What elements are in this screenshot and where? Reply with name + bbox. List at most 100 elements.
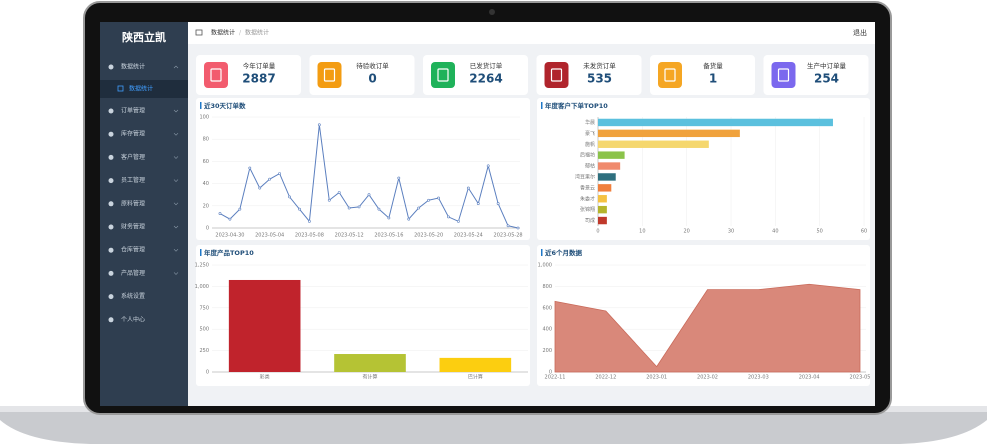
point xyxy=(486,164,490,168)
menu-sub-item[interactable]: 数据统计 xyxy=(129,85,153,93)
menu-icon xyxy=(108,154,114,160)
x-tick-label: 2023-05-04 xyxy=(255,233,284,239)
bar xyxy=(598,162,621,170)
y-tick-label: 1,250 xyxy=(195,263,209,269)
chart-title: 近6个月数据 xyxy=(545,248,583,257)
x-tick-label: 2023-05-24 xyxy=(454,233,483,239)
breadcrumb-separator: / xyxy=(239,30,242,37)
card-value: 0 xyxy=(368,72,376,86)
menu-toggle[interactable] xyxy=(195,29,203,36)
menu-item[interactable]: 原料管理 xyxy=(121,199,145,207)
bar xyxy=(598,205,607,214)
menu-item[interactable]: 客户管理 xyxy=(121,153,145,161)
menu-icon xyxy=(108,201,114,207)
menu-item[interactable]: 系统设置 xyxy=(121,292,145,300)
menu-arrow xyxy=(173,202,179,206)
menu-arrow xyxy=(173,225,179,229)
menu-item[interactable]: 数据统计 xyxy=(121,63,145,71)
x-tick-label: 2023-05 xyxy=(850,375,871,381)
menu-item[interactable]: 仓库管理 xyxy=(121,246,145,254)
menu-icon xyxy=(108,270,114,276)
x-tick-label: 2023-05-20 xyxy=(414,233,443,239)
menu-item[interactable]: 库存管理 xyxy=(121,130,145,138)
menu-arrow xyxy=(173,132,179,136)
x-tick-label: 有计算 xyxy=(362,374,377,381)
card-icon-glyph xyxy=(664,68,676,82)
breadcrumb[interactable]: 数据统计 xyxy=(211,29,235,37)
x-tick-label: 巴计算 xyxy=(468,374,483,381)
chart-title: 近30天订单数 xyxy=(204,101,246,110)
x-tick-label: 彩类 xyxy=(260,374,270,381)
card-icon-glyph xyxy=(323,68,336,82)
point xyxy=(278,172,282,176)
y-tick-label: 500 xyxy=(199,327,209,333)
point xyxy=(337,191,341,194)
menu-active-bg xyxy=(100,80,188,98)
menu-arrow xyxy=(173,248,179,252)
y-tick-label: 郁枯 xyxy=(585,163,595,170)
card-label: 未发货订单 xyxy=(583,61,616,70)
point xyxy=(506,224,510,228)
point xyxy=(407,217,411,221)
bar xyxy=(598,216,607,225)
point xyxy=(268,177,272,181)
menu-icon xyxy=(108,317,114,323)
menu-icon xyxy=(108,131,114,137)
menu-icon xyxy=(108,108,114,114)
point xyxy=(516,226,520,230)
header xyxy=(188,22,875,44)
y-tick-label: 100 xyxy=(199,115,209,121)
x-tick-label: 2022-12 xyxy=(595,375,616,381)
card-value: 535 xyxy=(587,72,612,86)
laptop-base xyxy=(0,408,987,444)
point xyxy=(466,186,470,190)
menu-arrow xyxy=(173,179,179,183)
y-tick-label: 40 xyxy=(203,181,209,187)
x-tick-label: 2022-11 xyxy=(545,375,566,381)
menu-item[interactable]: 个人中心 xyxy=(121,315,145,323)
point xyxy=(298,207,301,211)
bar xyxy=(439,357,512,372)
x-tick-label: 40 xyxy=(772,229,778,235)
point xyxy=(496,202,500,205)
y-tick-label: 0 xyxy=(206,226,209,232)
y-tick-label: 香景云 xyxy=(580,184,595,191)
y-tick-label: 豪飞 xyxy=(585,130,595,137)
card-icon xyxy=(544,62,569,88)
title-bar xyxy=(200,249,202,256)
menu-icon xyxy=(108,247,114,253)
card-icon-glyph xyxy=(777,68,790,82)
point xyxy=(437,196,440,200)
point xyxy=(258,186,262,190)
logout[interactable]: 退出 xyxy=(853,28,867,37)
card-value: 2264 xyxy=(469,72,502,86)
y-tick-label: 朱委才 xyxy=(580,195,595,202)
card-label: 生产中订单量 xyxy=(807,61,847,70)
chart-title: 年度客户下单TOP10 xyxy=(545,101,608,110)
breadcrumb: 数据统计 xyxy=(245,29,269,37)
x-tick-label: 2023-01 xyxy=(646,375,667,381)
menu-item[interactable]: 产品管理 xyxy=(121,269,145,277)
bar xyxy=(598,173,616,181)
menu-item[interactable]: 员工管理 xyxy=(121,176,145,184)
card-label: 已发货订单 xyxy=(470,61,503,70)
menu-icon xyxy=(117,85,124,92)
point xyxy=(397,176,401,180)
y-tick-label: 施帆 xyxy=(585,141,595,148)
x-tick-label: 2023-04-30 xyxy=(215,233,244,239)
y-tick-label: 1,000 xyxy=(195,284,209,290)
point xyxy=(427,198,431,202)
menu-icon xyxy=(108,294,114,300)
menu-item[interactable]: 订单管理 xyxy=(121,107,145,115)
card-icon-glyph xyxy=(437,68,449,82)
menu-item[interactable]: 财务管理 xyxy=(121,223,145,231)
x-tick-label: 60 xyxy=(861,229,867,235)
card-icon xyxy=(317,62,342,88)
point xyxy=(248,166,252,170)
sidebar xyxy=(100,22,188,406)
bar xyxy=(598,118,833,127)
x-tick-label: 30 xyxy=(728,229,734,235)
point xyxy=(347,206,351,210)
menu-icon xyxy=(108,64,114,70)
